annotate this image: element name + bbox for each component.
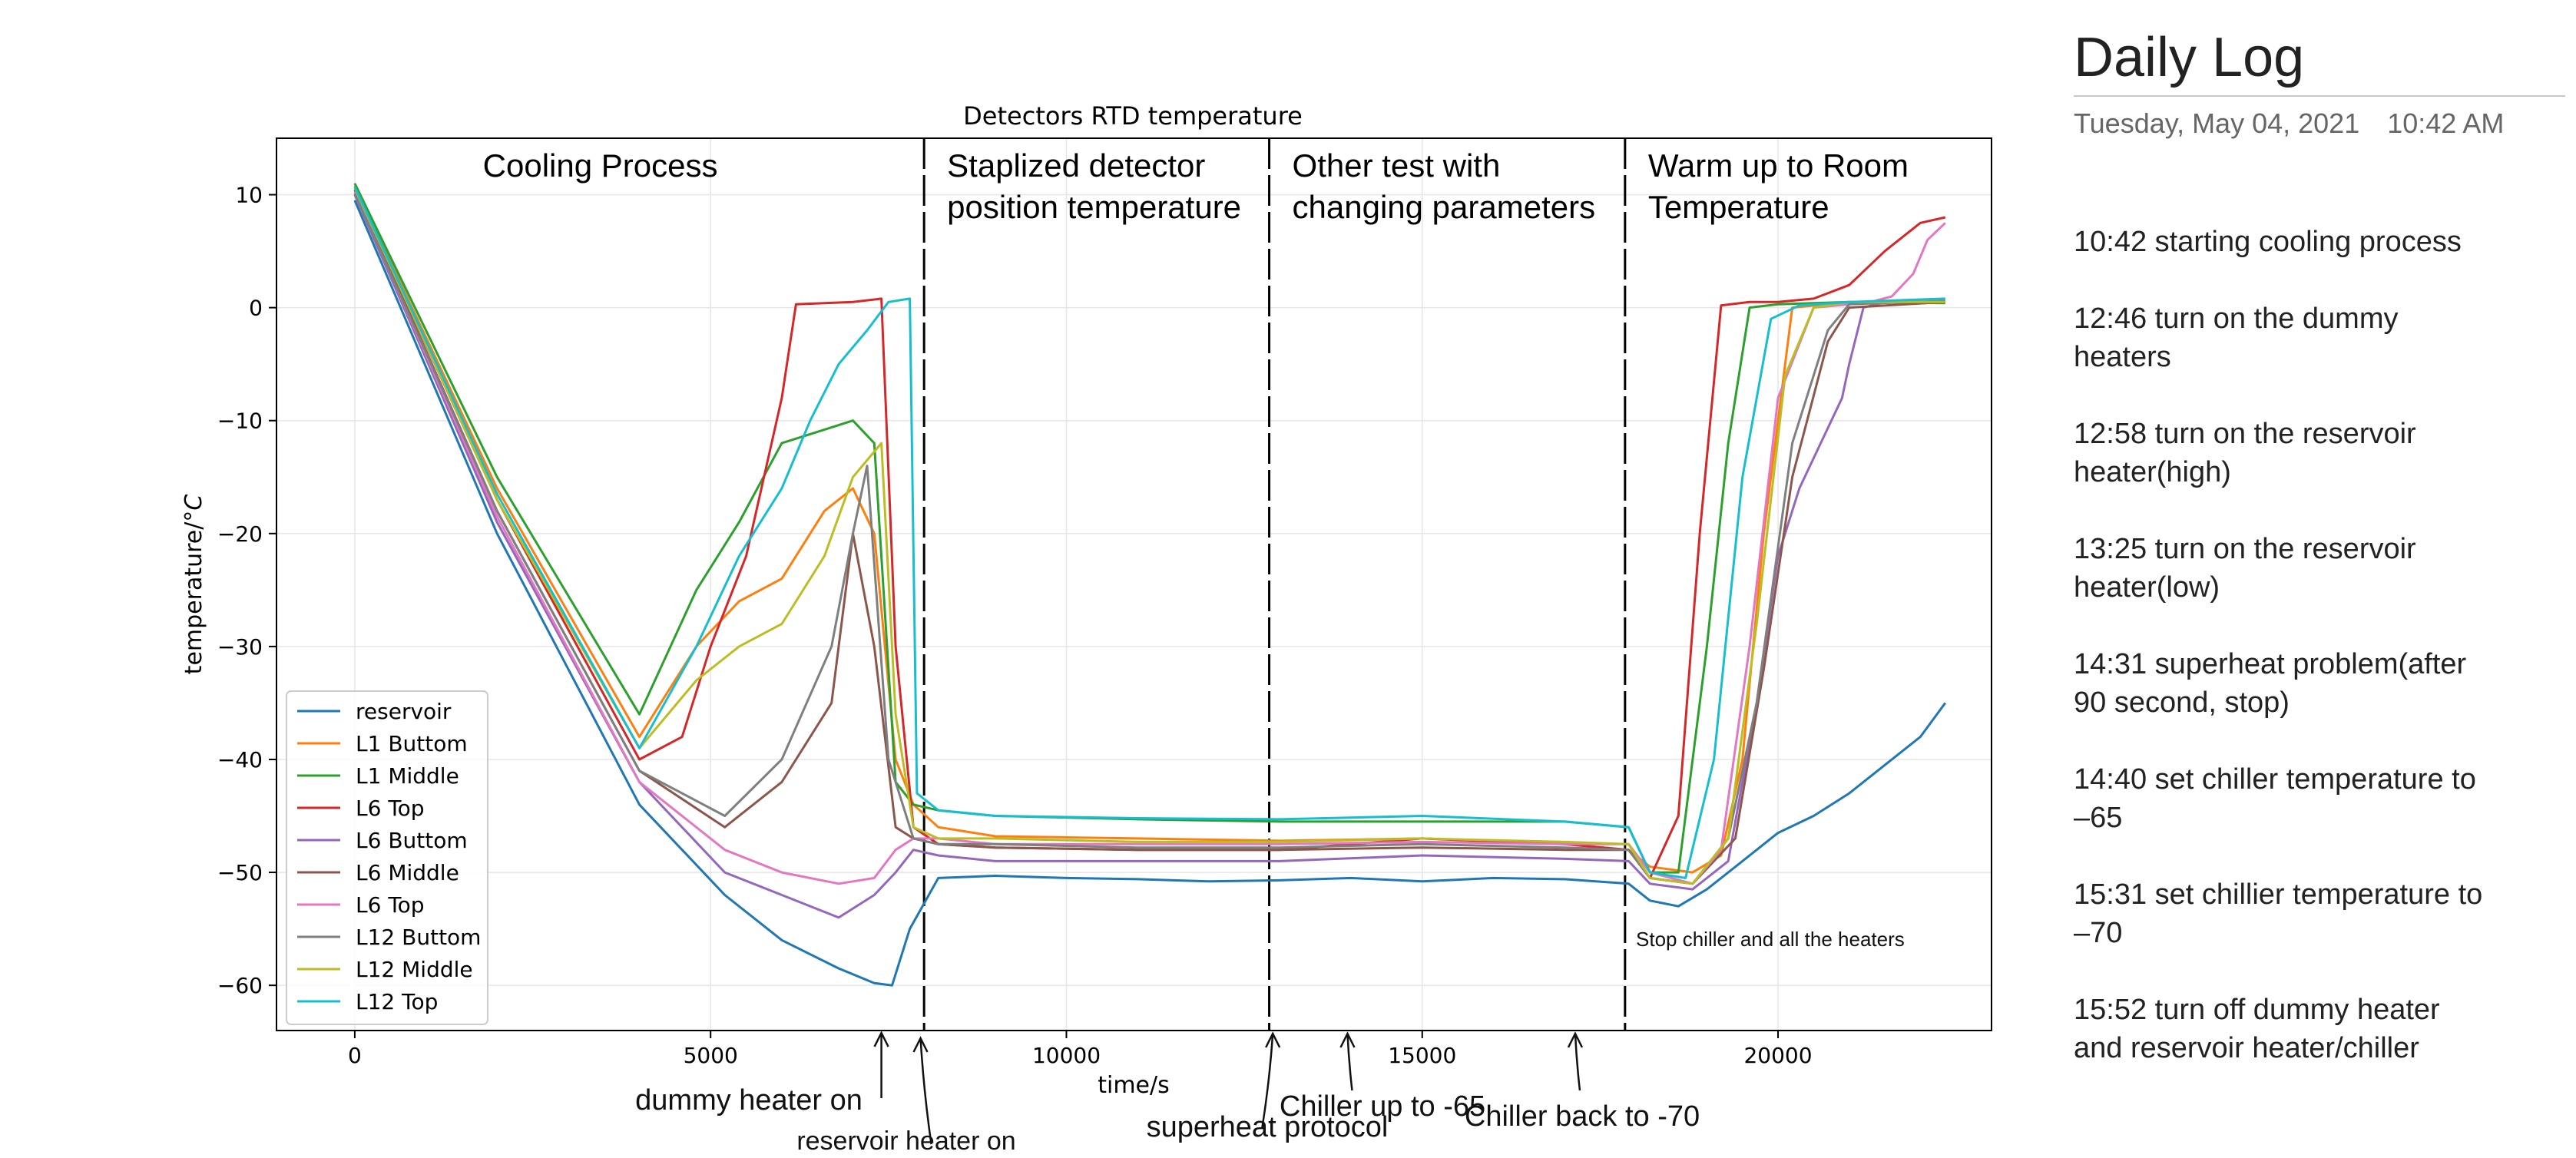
annotation-label: Chiller back to -70 — [1465, 1100, 1700, 1133]
annotation-arrow — [919, 1037, 932, 1145]
log-entry: 12:46 turn on the dummy heaters — [2074, 299, 2565, 376]
event-annotations: dummy heater on reservoir heater on superh… — [635, 1031, 1700, 1156]
y-tick-label: −20 — [217, 521, 263, 547]
phase-dividers — [922, 138, 1627, 1031]
annotation-arrowhead — [912, 1036, 929, 1053]
log-entry-line: 14:40 set chiller temperature to — [2074, 763, 2476, 796]
log-entry-line: heaters — [2074, 341, 2171, 373]
grid-lines — [276, 138, 1992, 1031]
log-datetime: Tuesday, May 04, 2021 10:42 AM — [2074, 108, 2565, 140]
x-axis-label: time/s — [1098, 1072, 1170, 1099]
annotation-arrow — [1346, 1033, 1353, 1091]
axis-ticks: 0 5000 10000 15000 20000 10 0 −10 −20 −30 −40 −50 −6… — [217, 183, 1813, 1068]
log-title: Daily Log — [2074, 23, 2565, 97]
phase-label: Staplized detector — [947, 147, 1205, 184]
y-tick-label: −10 — [217, 409, 263, 434]
log-entry: 14:40 set chiller temperature to –65 — [2074, 760, 2565, 837]
y-tick-label: −50 — [217, 860, 263, 885]
phase-label: position temperature — [947, 189, 1241, 225]
legend-entry: L6 Buttom — [356, 828, 468, 853]
series-lines — [353, 183, 1947, 987]
rtd-temperature-chart: Detectors RTD temperature 0 5000 10000 1500… — [180, 101, 1992, 1156]
y-tick-label: −40 — [217, 747, 263, 773]
y-axis-label: temperature/°C — [180, 495, 207, 675]
annotation-arrow — [1260, 1033, 1274, 1130]
phase-label: changing parameters — [1293, 189, 1596, 225]
series-line-l1-middle — [353, 183, 1945, 874]
legend-entry: L12 Buttom — [356, 925, 481, 950]
legend-entry: L6 Top — [356, 796, 425, 821]
annotation-arrow — [1574, 1033, 1581, 1091]
log-entry-line: heater(high) — [2074, 456, 2231, 488]
log-entry-line: 90 second, stop) — [2074, 687, 2290, 719]
legend-entry: L6 Middle — [356, 860, 459, 885]
legend-entry: L6 Top — [356, 892, 425, 918]
log-entry-line: 12:58 turn on the reservoir — [2074, 418, 2416, 450]
phase-labels: Cooling Process Staplized detector positio… — [483, 147, 1909, 225]
log-entry: 12:58 turn on the reservoir heater(high) — [2074, 415, 2565, 491]
x-tick-label: 5000 — [684, 1043, 738, 1068]
annotation-label: Chiller up to -65 — [1280, 1090, 1485, 1123]
annotation-label: superheat protocol — [1147, 1111, 1389, 1143]
annotation-arrowhead — [1567, 1031, 1584, 1048]
annotation-arrowhead — [873, 1031, 889, 1047]
daily-log-panel: Daily Log Tuesday, May 04, 2021 10:42 AM … — [2074, 23, 2565, 1106]
log-entry: 10:42 starting cooling process — [2074, 223, 2565, 261]
annotation-arrowhead — [1265, 1031, 1281, 1048]
log-entry-line: 12:46 turn on the dummy — [2074, 303, 2399, 335]
annotation-label: reservoir heater on — [796, 1127, 1015, 1156]
log-entries: 10:42 starting cooling process 12:46 turn… — [2074, 223, 2565, 1067]
y-tick-label: −60 — [217, 973, 263, 998]
annotation-label: dummy heater on — [635, 1084, 863, 1117]
stop-chiller-note: Stop chiller and all the heaters — [1636, 928, 1905, 951]
log-entry-line: 15:31 set chillier temperature to — [2074, 878, 2483, 911]
series-line-reservoir — [353, 200, 1947, 987]
series-line-l12-middle — [353, 187, 1945, 885]
log-entry-line: heater(low) — [2074, 571, 2220, 604]
phase-label: Warm up to Room — [1648, 147, 1909, 184]
chart-title: Detectors RTD temperature — [963, 101, 1303, 131]
log-entry-line: –70 — [2074, 917, 2123, 949]
series-line-l6-middle — [353, 190, 1945, 885]
log-entry-line: 10:42 starting cooling process — [2074, 226, 2462, 258]
series-line-l6-top — [353, 191, 1946, 885]
x-tick-label: 15000 — [1388, 1043, 1456, 1068]
x-tick-label: 10000 — [1032, 1043, 1101, 1068]
log-entry-line: –65 — [2074, 802, 2123, 834]
log-entry: 14:31 superheat problem(after 90 second, … — [2074, 645, 2565, 722]
phase-label: Other test with — [1293, 147, 1501, 184]
annotation-arrowhead — [1339, 1031, 1356, 1048]
log-entry-line: and reservoir heater/chiller — [2074, 1032, 2419, 1064]
y-tick-label: 0 — [249, 296, 263, 321]
phase-label: Temperature — [1648, 189, 1829, 225]
log-time: 10:42 AM — [2387, 108, 2505, 139]
log-entry: 13:25 turn on the reservoir heater(low) — [2074, 530, 2565, 607]
log-entry-line: 15:52 turn off dummy heater — [2074, 994, 2440, 1026]
y-tick-label: 10 — [235, 183, 263, 208]
log-entry: 15:52 turn off dummy heater and reservoir… — [2074, 991, 2565, 1067]
log-entry: 15:31 set chillier temperature to –70 — [2074, 875, 2565, 952]
series-line-l6-buttom — [353, 194, 1945, 919]
series-line-l12-top — [353, 186, 1945, 879]
x-tick-label: 0 — [348, 1043, 362, 1068]
legend-entry: L1 Middle — [356, 763, 459, 789]
series-line-l1-buttom — [353, 185, 1945, 874]
legend-entry: L12 Middle — [356, 957, 473, 982]
phase-label: Cooling Process — [483, 147, 718, 184]
legend-entry: reservoir — [356, 699, 452, 724]
series-line-l12-buttom — [353, 193, 1945, 885]
y-tick-label: −30 — [217, 634, 263, 660]
plot-frame — [276, 137, 1992, 1031]
legend-entry: L12 Top — [356, 989, 438, 1014]
legend-entry: L1 Buttom — [356, 731, 468, 756]
x-tick-label: 20000 — [1743, 1043, 1812, 1068]
log-entry-line: 13:25 turn on the reservoir — [2074, 533, 2416, 565]
log-entry-line: 14:31 superheat problem(after — [2074, 648, 2467, 680]
legend: reservoir L1 Buttom L1 Middle L6 Top L6 Butt… — [286, 690, 488, 1025]
log-date: Tuesday, May 04, 2021 — [2074, 108, 2360, 139]
